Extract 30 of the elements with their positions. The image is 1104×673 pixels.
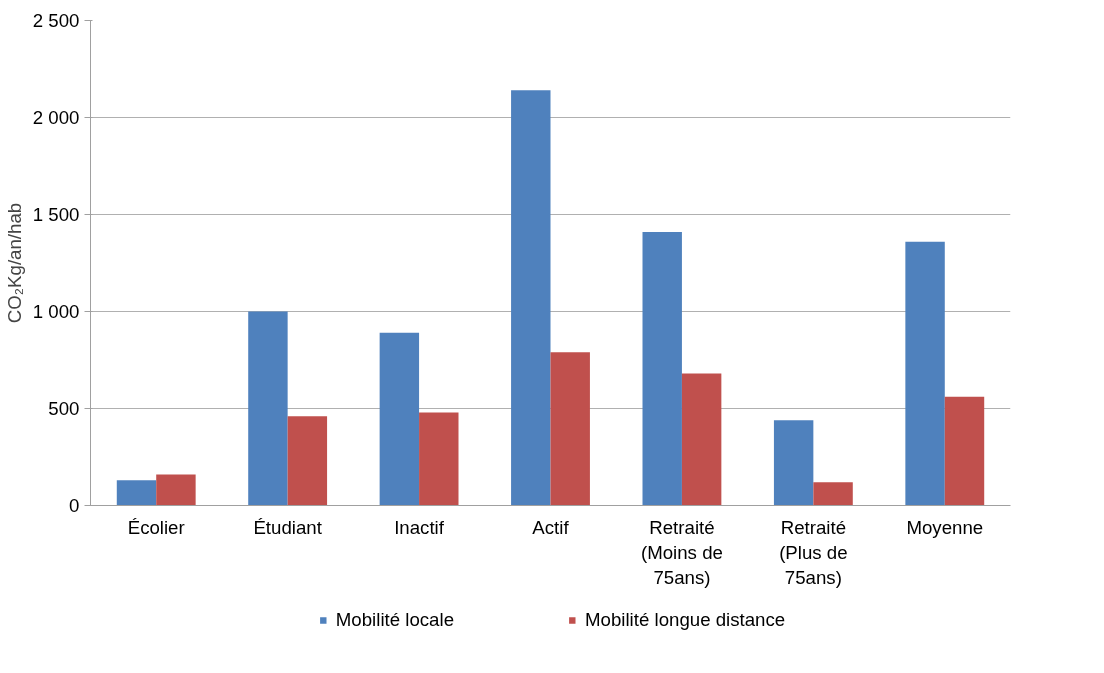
bar	[287, 416, 328, 506]
x-tick-label: Retraité (Plus de 75ans)	[779, 516, 848, 588]
bar	[944, 396, 985, 506]
bar	[156, 474, 196, 506]
bar	[379, 332, 420, 506]
bar	[419, 412, 459, 506]
bar	[642, 231, 682, 506]
bar	[773, 420, 814, 506]
y-tick-label: 0	[69, 495, 80, 516]
bar	[116, 480, 157, 506]
x-tick-label: Actif	[532, 516, 570, 538]
bar	[550, 352, 590, 506]
y-tick-label: 2 000	[32, 107, 80, 128]
bar	[248, 311, 288, 506]
x-tick-label: Inactif	[394, 516, 445, 538]
x-tick-label: Moyenne	[906, 516, 984, 538]
x-tick-label: Étudiant	[253, 516, 323, 538]
bar	[511, 90, 551, 506]
x-tick-label: Retraité (Moins de 75ans)	[640, 516, 723, 588]
bar	[905, 241, 945, 506]
y-tick-label: 500	[48, 398, 80, 419]
bar	[681, 373, 722, 506]
y-axis-title: CO₂Kg/an/hab	[3, 202, 25, 324]
y-tick-label: 1 000	[32, 301, 80, 322]
x-tick-label: Écolier	[127, 516, 185, 538]
y-tick-label: 2 500	[32, 10, 80, 31]
bar	[813, 482, 853, 506]
y-tick-label: 1 500	[32, 204, 80, 225]
legend-label: Mobilité locale	[335, 609, 455, 631]
legend-label: Mobilité longue distance	[585, 609, 786, 631]
